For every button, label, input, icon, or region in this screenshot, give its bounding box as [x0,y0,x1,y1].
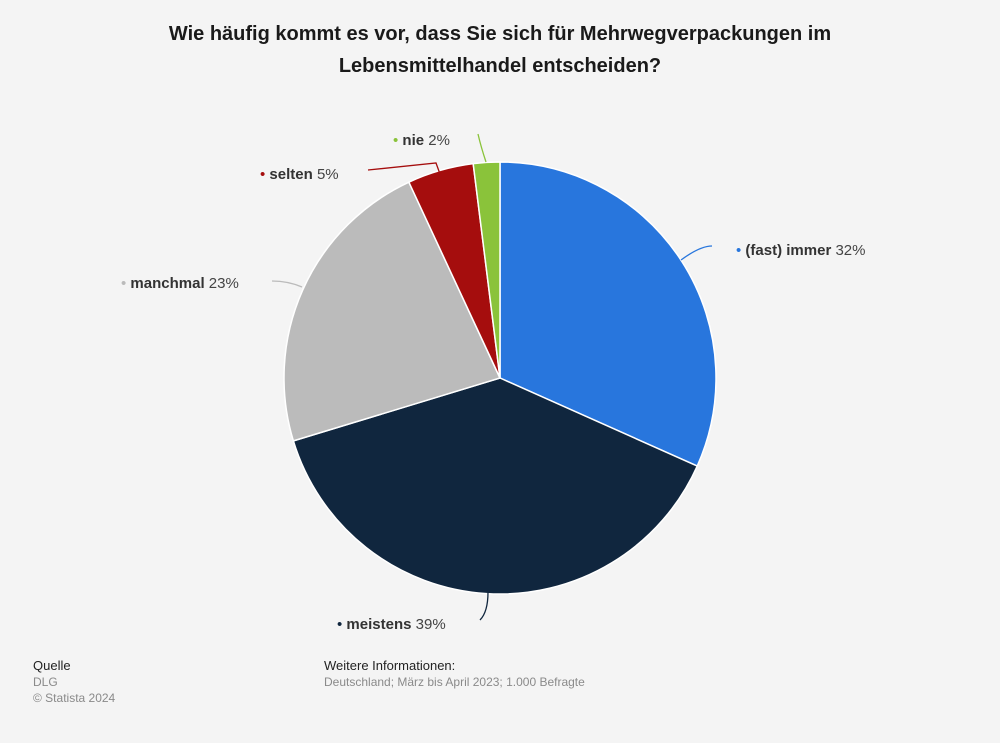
leader-lines [271,133,713,621]
slice-label-name: selten [269,166,312,183]
slice-label-2: • manchmal 23% [121,275,239,292]
copyright: © Statista 2024 [33,691,116,705]
slice-label-value: 2% [424,132,450,149]
slice-label-value: 23% [205,275,239,292]
legend-bullet-icon: • [121,275,130,292]
pie-slice-2 [283,181,502,442]
slice-label-4: • nie 2% [393,132,450,149]
leader-line-2 [271,280,303,288]
slice-label-1: • meistens 39% [337,616,446,633]
slice-label-name: manchmal [130,275,204,292]
legend-bullet-icon: • [337,616,346,633]
pie-slice-0 [499,161,717,468]
info-heading: Weitere Informationen: [324,658,456,673]
leader-line-3 [367,162,441,175]
source-block: Quelle DLG © Statista 2024 [33,658,115,706]
slice-label-3: • selten 5% [260,166,339,183]
leader-line-4 [477,133,487,163]
leader-line-1 [479,591,489,621]
slice-label-name: (fast) immer [745,242,831,259]
slice-labels: • (fast) immer 32%• meistens 39%• manchm… [121,132,865,633]
slice-label-value: 32% [831,242,865,259]
legend-bullet-icon: • [736,242,745,259]
source-name: DLG [33,675,58,689]
pie-slice-1 [292,377,699,595]
info-text: Deutschland; März bis April 2023; 1.000 … [324,675,585,689]
legend-bullet-icon: • [260,166,269,183]
slice-label-name: meistens [346,616,411,633]
slice-label-0: • (fast) immer 32% [736,242,865,259]
slice-label-name: nie [402,132,424,149]
pie-slices [283,161,717,595]
slice-label-value: 5% [313,166,339,183]
source-heading: Quelle [33,658,71,673]
legend-bullet-icon: • [393,132,402,149]
slice-label-value: 39% [411,616,445,633]
pie-slice-4 [472,161,501,379]
leader-line-0 [680,245,713,261]
info-block: Weitere Informationen: Deutschland; März… [324,658,585,690]
chart-title: Wie häufig kommt es vor, dass Sie sich f… [168,23,832,77]
